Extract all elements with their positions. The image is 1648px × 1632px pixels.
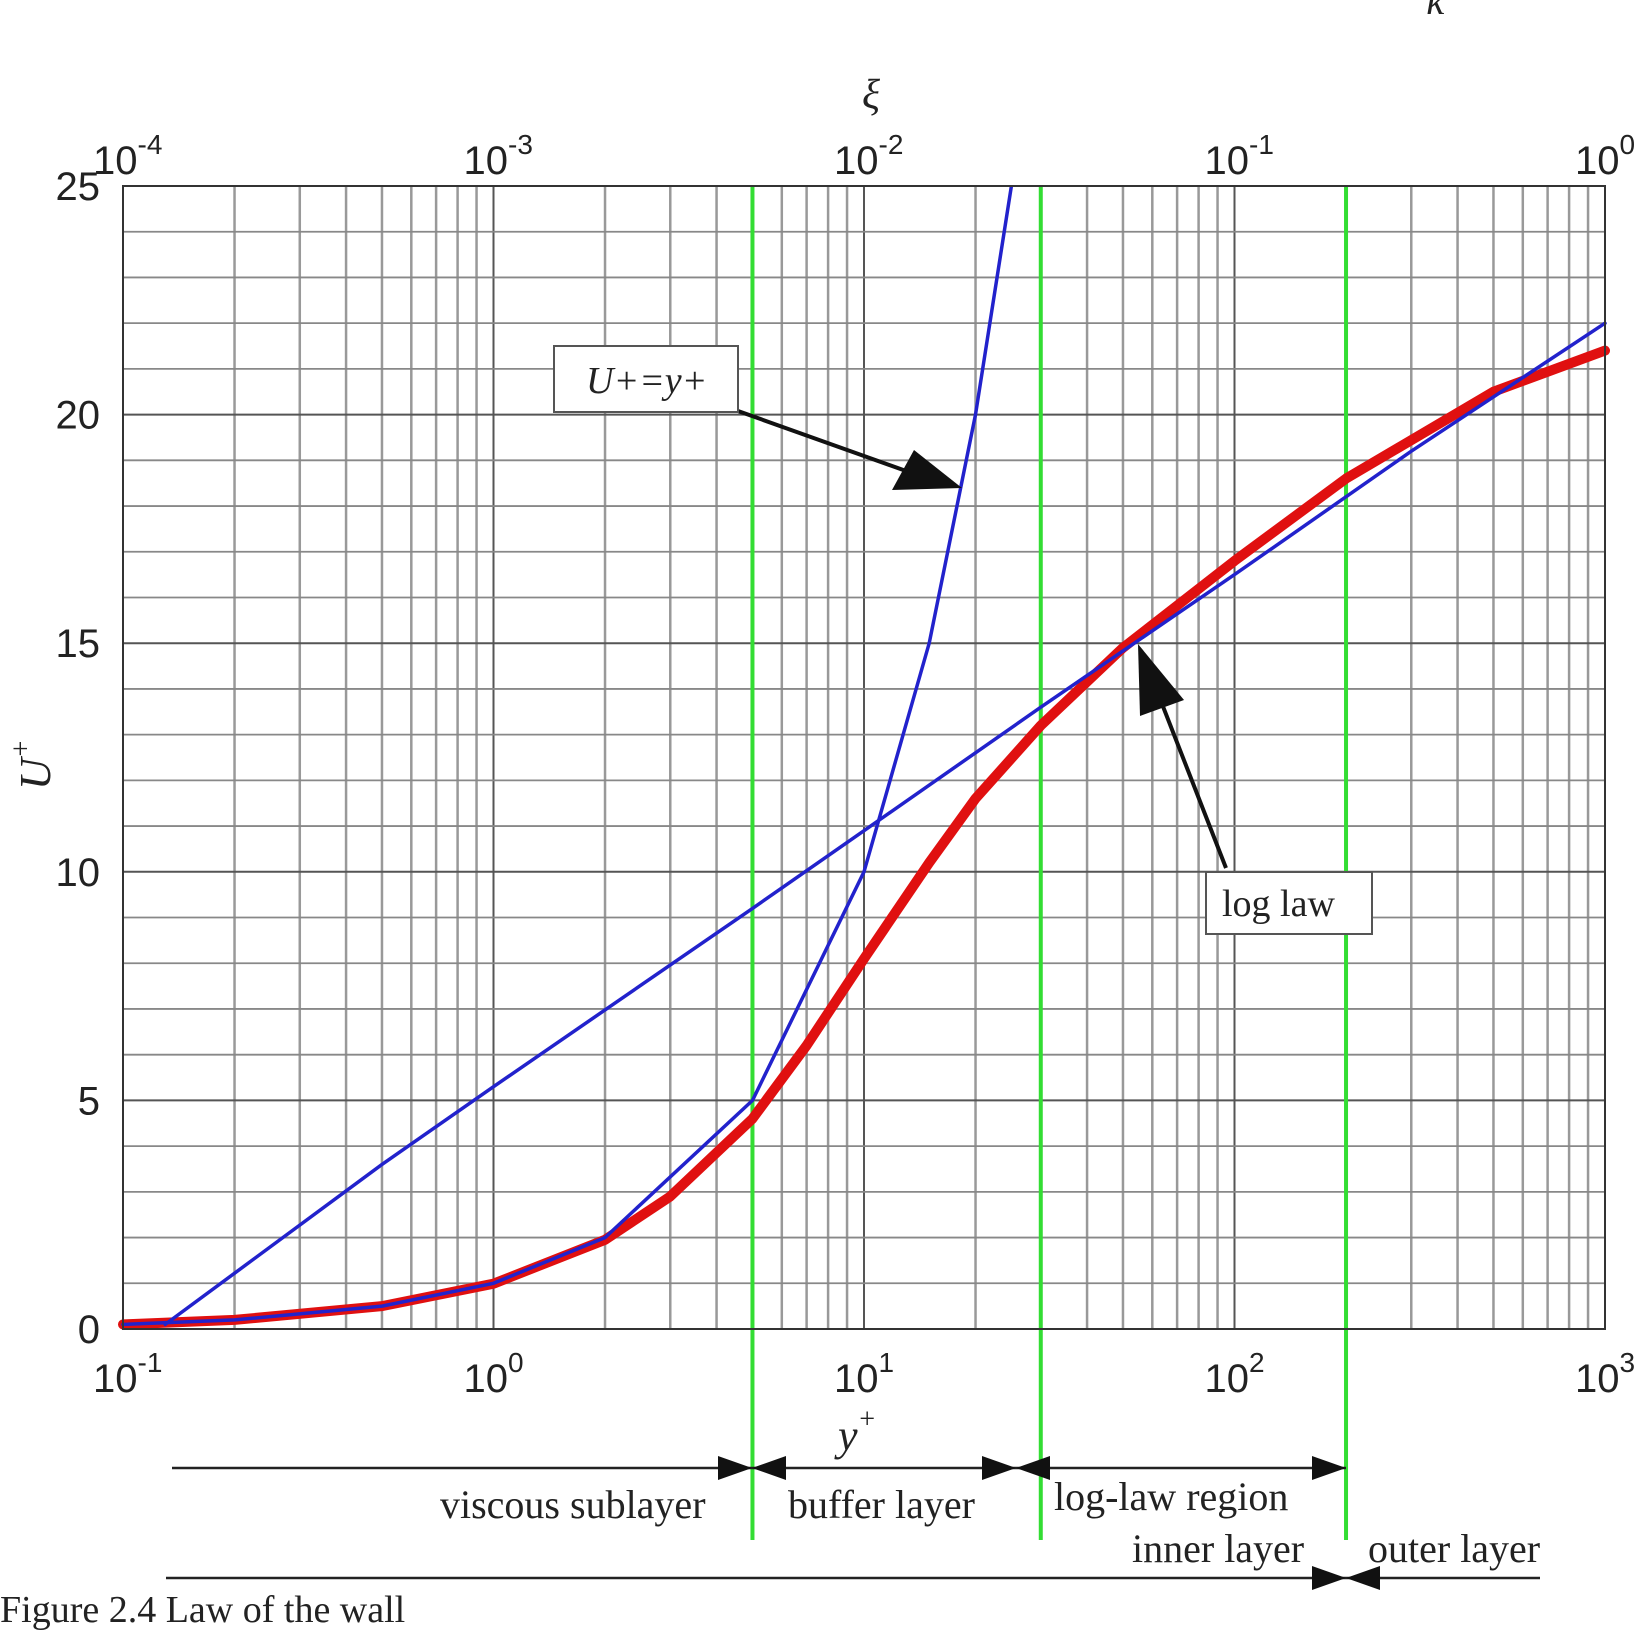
annotation-uplus-yplus-label: U+=y+ [586,360,707,402]
y-tick-labels: 0 5 10 15 20 25 [56,165,101,1352]
region-log-law-region: log-law region [1054,1474,1288,1519]
plot-top-mask [123,0,1605,185]
x-tick-labels: 10-1 100 101 102 103 [93,1347,1635,1401]
x-tick-label: 10-1 [93,1347,162,1401]
annotation-log-law: log law [1138,644,1373,935]
region-boundaries [750,186,1349,1540]
x-tick-label: 102 [1205,1347,1265,1401]
x-axis-label: y+ [834,1404,876,1460]
region-arrows [166,1456,1540,1590]
region-inner-layer: inner layer [1132,1526,1304,1571]
top-tick-label: 10-1 [1205,129,1274,183]
plot-frame [122,185,1606,1330]
grid [122,185,1605,1330]
top-tick-label: 10-2 [834,129,903,183]
y-tick-label: 15 [56,622,101,666]
region-buffer-layer: buffer layer [788,1482,975,1527]
x-tick-label: 101 [834,1347,894,1401]
annotation-uplus-yplus: U+=y+ [553,345,962,490]
y-tick-label: 20 [56,394,101,438]
y-tick-label: 10 [56,851,101,895]
y-tick-label: 5 [78,1079,100,1123]
region-outer-layer: outer layer [1368,1526,1540,1571]
region-viscous-sublayer: viscous sublayer [440,1482,706,1527]
top-tick-label: 100 [1575,129,1635,183]
x-tick-label: 100 [464,1347,524,1401]
y-axis-label: U+ [6,739,60,790]
series-group [118,0,1610,1330]
top-corner-mark: κ [1426,0,1446,23]
top-tick-labels: 10-4 10-3 10-2 10-1 100 [93,129,1635,183]
figure-caption: Figure 2.4 Law of the wall [0,1589,406,1631]
y-tick-label: 0 [78,1308,100,1352]
y-tick-label: 25 [56,165,101,209]
x-tick-label: 103 [1575,1347,1635,1401]
top-axis-label: ξ [862,72,880,118]
annotation-log-law-label: log law [1222,883,1335,925]
top-tick-label: 10-4 [93,129,162,183]
series-line-1 [163,321,1607,1327]
top-tick-label: 10-3 [464,129,533,183]
series-line-0 [121,184,1014,1327]
